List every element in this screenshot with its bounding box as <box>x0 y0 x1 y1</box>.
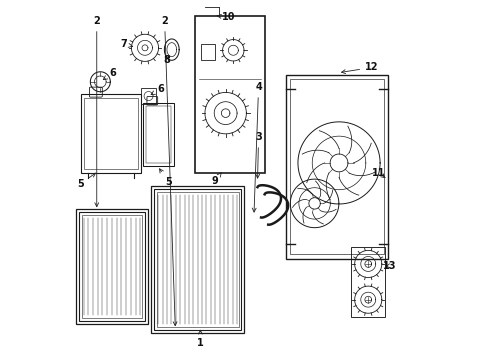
Text: 9: 9 <box>211 173 221 186</box>
Bar <box>151 186 245 333</box>
Bar <box>82 215 142 318</box>
Text: 3: 3 <box>255 132 262 178</box>
Bar <box>291 79 384 254</box>
Text: 5: 5 <box>160 169 172 187</box>
Text: 10: 10 <box>217 13 236 22</box>
Bar <box>143 103 173 166</box>
Text: 6: 6 <box>103 68 116 80</box>
Text: 4: 4 <box>252 82 262 212</box>
Bar <box>76 209 148 324</box>
Text: 6: 6 <box>151 84 165 95</box>
Text: 8: 8 <box>163 55 170 65</box>
Bar <box>351 247 386 317</box>
Bar <box>195 16 265 173</box>
Text: 2: 2 <box>161 16 177 325</box>
Text: 2: 2 <box>94 16 100 207</box>
Bar <box>154 189 242 330</box>
Bar <box>286 75 388 258</box>
Text: 13: 13 <box>383 261 396 271</box>
Bar <box>141 88 156 104</box>
Text: 12: 12 <box>342 63 379 73</box>
Text: 5: 5 <box>77 173 96 189</box>
Bar <box>84 98 138 169</box>
Bar <box>157 192 239 327</box>
Text: 1: 1 <box>197 330 204 347</box>
Bar <box>146 106 171 163</box>
Bar <box>81 94 142 173</box>
Text: 7: 7 <box>120 39 133 49</box>
Text: 11: 11 <box>372 168 386 178</box>
Bar <box>200 44 215 60</box>
Bar <box>79 212 145 321</box>
